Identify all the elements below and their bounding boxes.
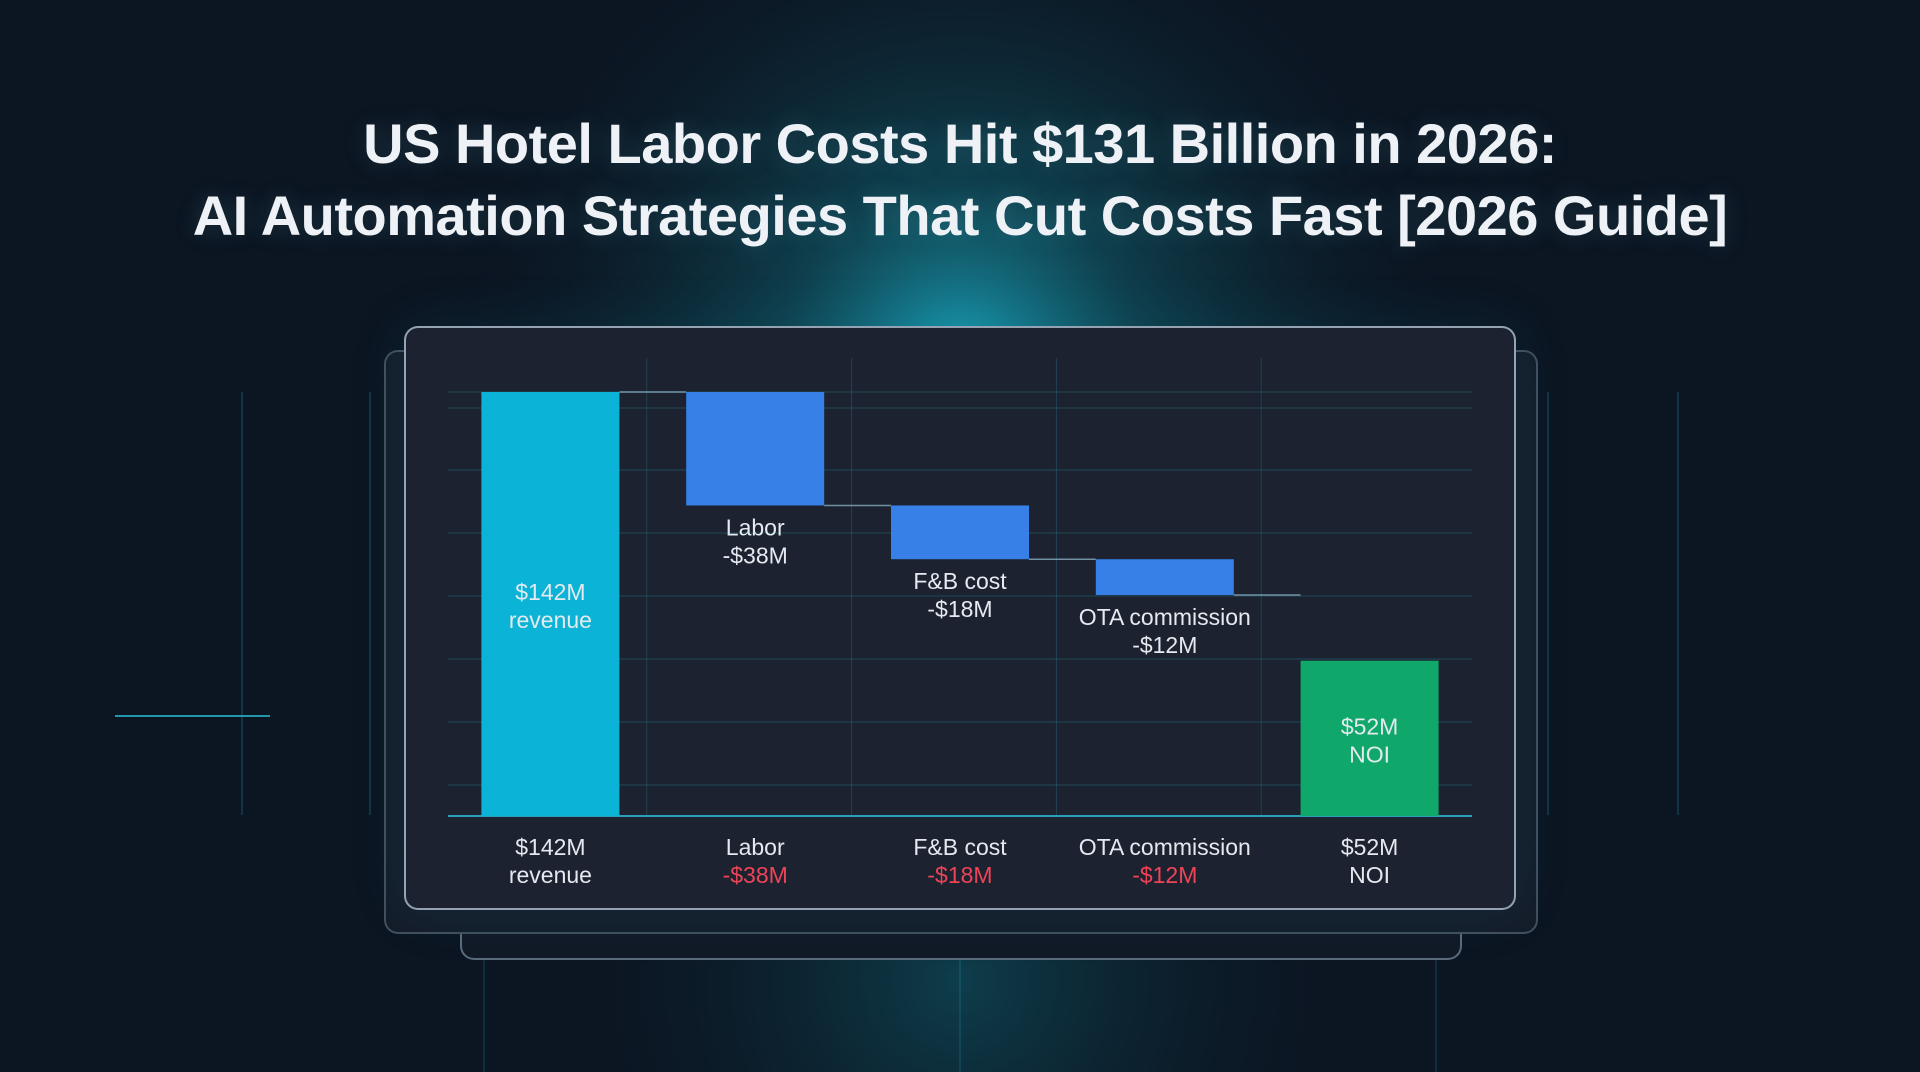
bar-decrease xyxy=(1095,559,1234,596)
bar-result xyxy=(1300,660,1439,816)
bar-label-bottom: revenue xyxy=(509,607,592,633)
category-label-top: F&B cost xyxy=(913,834,1007,860)
bar-label-top: $142M xyxy=(515,579,585,605)
chart-connectors xyxy=(619,391,1301,596)
category-label-top: Labor xyxy=(726,834,785,860)
side-grid-right xyxy=(1530,391,1890,816)
category-label-bottom: -$18M xyxy=(927,862,992,888)
bar-label-bottom: -$18M xyxy=(927,596,992,622)
bar-label-top: OTA commission xyxy=(1079,604,1251,630)
category-label-bottom: -$12M xyxy=(1132,862,1197,888)
bar-label-top: $52M xyxy=(1341,713,1399,739)
bar-total xyxy=(481,392,620,816)
category-label-bottom: revenue xyxy=(509,862,592,888)
page-title-line-1: US Hotel Labor Costs Hit $131 Billion in… xyxy=(363,112,1557,175)
bar-decrease xyxy=(686,392,825,506)
bar-label-top: F&B cost xyxy=(913,568,1007,594)
bar-label-bottom: -$12M xyxy=(1132,632,1197,658)
category-label-top: OTA commission xyxy=(1079,834,1251,860)
side-grid-left xyxy=(30,391,390,816)
bottom-grid xyxy=(483,956,1437,1072)
category-label-top: $52M xyxy=(1341,834,1399,860)
chart-bars xyxy=(481,392,1439,816)
page-title: US Hotel Labor Costs Hit $131 Billion in… xyxy=(0,108,1920,252)
bar-label-bottom: NOI xyxy=(1349,741,1390,767)
bar-label-top: Labor xyxy=(726,514,785,540)
bar-decrease xyxy=(891,505,1029,560)
category-label-top: $142M xyxy=(515,834,585,860)
category-label-bottom: -$38M xyxy=(723,862,788,888)
category-label-bottom: NOI xyxy=(1349,862,1390,888)
page-title-line-2: AI Automation Strategies That Cut Costs … xyxy=(192,184,1728,247)
bar-label-bottom: -$38M xyxy=(723,542,788,568)
